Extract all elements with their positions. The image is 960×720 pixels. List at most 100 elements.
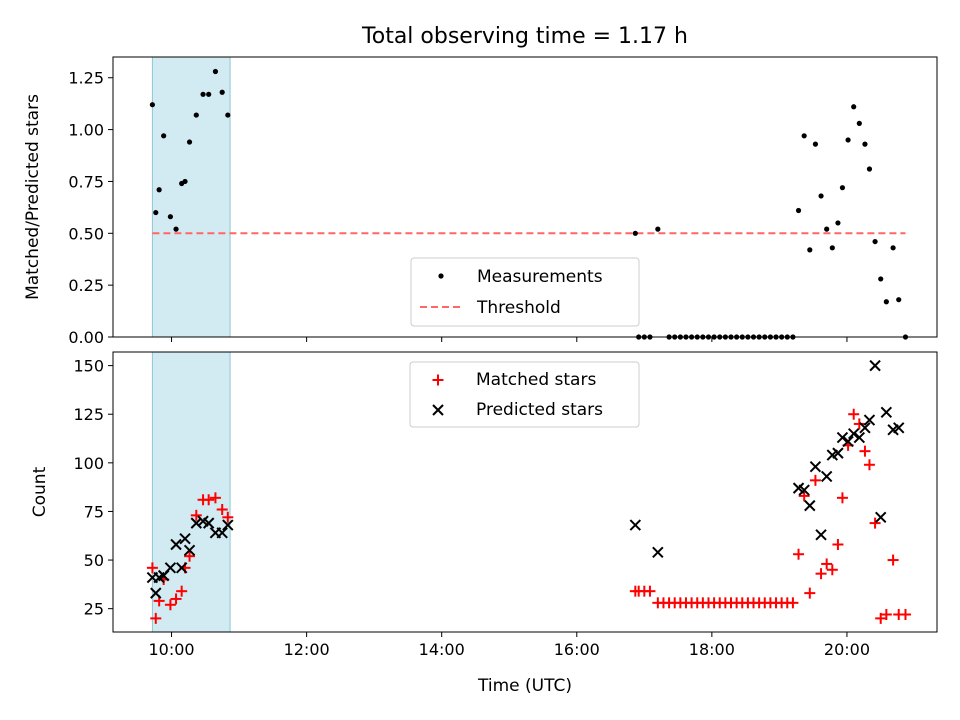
y-tick-label: 75 [84, 502, 104, 521]
predicted-star-point [815, 529, 827, 541]
measurement-point [812, 141, 819, 147]
x-tick-label: 10:00 [148, 640, 194, 659]
matched-star-point [164, 599, 176, 611]
predicted-star-point [842, 435, 854, 448]
predicted-star-point [847, 427, 860, 440]
matched-star-point [863, 459, 875, 471]
measurement-point [225, 112, 231, 118]
predicted-star-point [880, 406, 893, 418]
matched-star-point [880, 609, 892, 620]
x-tick-label: 18:00 [689, 640, 735, 659]
x-tick-label: 16:00 [554, 640, 600, 659]
measurement-point [655, 226, 661, 232]
legend-matched-marker [432, 374, 444, 386]
y-tick-label: 150 [73, 357, 104, 376]
matched-star-point [821, 558, 833, 570]
predicted-star-point [809, 461, 822, 473]
matched-star-point [832, 539, 844, 550]
matched-star-point [848, 408, 860, 420]
measurement-point [829, 245, 835, 251]
measurement-point [856, 120, 862, 126]
measurement-point [835, 220, 841, 226]
measurement-point [851, 104, 857, 110]
predicted-star-point [859, 422, 871, 434]
y-tick-label: 125 [73, 405, 104, 424]
legend-plus-glyph [432, 374, 444, 386]
legend-threshold-label: Threshold [476, 298, 561, 318]
measurement-point [896, 297, 902, 303]
predicted-star-point [863, 414, 876, 426]
predicted-star-point [853, 431, 866, 444]
measurement-point [161, 133, 167, 139]
predicted-star-point [164, 562, 177, 574]
matched-star-point [190, 509, 202, 521]
matched-star-point [644, 585, 656, 597]
matched-star-point [887, 554, 899, 566]
matched-star-point [899, 609, 911, 620]
predicted-star-point [150, 587, 162, 599]
x-tick-label: 20:00 [824, 640, 870, 659]
measurement-point [878, 276, 884, 282]
legend-measurements-marker [438, 273, 444, 279]
predicted-star-point [629, 519, 642, 531]
matched-star-point [875, 612, 887, 624]
matched-star-point [798, 490, 810, 502]
ratio-x-axis [171, 337, 848, 342]
x-tick-label: 12:00 [284, 640, 330, 659]
predicted-star-point [190, 517, 203, 529]
legend-x-glyph [432, 404, 444, 416]
matched-star-point [216, 504, 228, 515]
matched-star-point [836, 492, 848, 504]
predicted-star-point [798, 484, 810, 496]
predicted-star-point [875, 511, 887, 523]
count-legend-box [409, 361, 640, 428]
measurement-point [219, 89, 225, 95]
y-tick-label: 25 [84, 600, 104, 619]
measurement-point [862, 141, 868, 147]
measurement-point [167, 214, 174, 220]
matched-star-point [793, 548, 805, 560]
measurement-point [795, 207, 802, 214]
count-y-axis: 25 50 75 100 125 150 [73, 357, 113, 619]
matched-star-point [170, 593, 182, 605]
count-highlight-span [151, 351, 231, 633]
measurement-point [872, 238, 878, 245]
legend-measurements-label: Measurements [477, 267, 603, 287]
legend-predicted-marker [432, 404, 444, 416]
y-tick-label: 0.50 [68, 224, 104, 243]
y-tick-label: 1.00 [68, 121, 104, 140]
predicted-star-point [832, 447, 844, 459]
y-tick-label: 50 [84, 551, 104, 570]
predicted-star-point [179, 532, 191, 545]
predicted-star-point [652, 546, 664, 558]
measurement-point [200, 91, 206, 97]
measurement-point [883, 299, 889, 305]
ratio-panel: 0.00 0.25 0.50 0.75 1.00 1.25 Matched/Predict… [23, 56, 938, 347]
matched-star-point [815, 568, 827, 580]
measurement-point [149, 102, 155, 108]
predicted-star-point [183, 544, 196, 557]
x-tick-label: 14:00 [419, 640, 465, 659]
ratio-y-axis-label: Matched/Predicted stars [23, 94, 43, 300]
predicted-star-point [170, 538, 182, 551]
matched-star-point [859, 445, 871, 457]
measurement-point [182, 178, 188, 185]
matched-star-point [203, 494, 215, 506]
count-plot-frame [112, 351, 938, 633]
predicted-star-point [820, 470, 833, 483]
measurement-point [801, 133, 807, 139]
matched-star-point [184, 550, 196, 562]
measurement-point [186, 139, 193, 145]
measurement-point [153, 209, 159, 216]
matched-star-point [222, 511, 234, 523]
count-marks [146, 359, 911, 624]
count-y-axis-label: Count [30, 466, 50, 517]
measurement-point [839, 185, 846, 191]
matched-star-point [146, 562, 158, 574]
ratio-plot-frame [112, 56, 938, 338]
predicted-star-point [836, 431, 849, 444]
measurement-point [818, 193, 824, 199]
ratio-highlight-span [151, 56, 231, 338]
measurement-point [632, 230, 638, 236]
